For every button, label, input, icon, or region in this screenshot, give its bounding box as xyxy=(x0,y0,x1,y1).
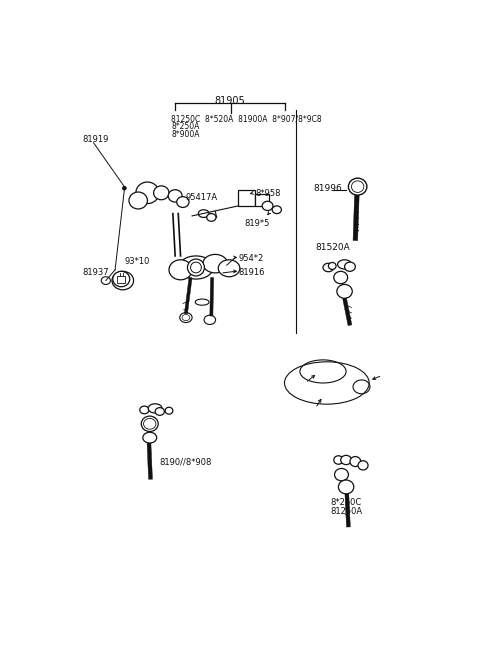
Bar xyxy=(118,276,125,283)
Ellipse shape xyxy=(204,315,216,325)
Ellipse shape xyxy=(272,206,281,214)
Ellipse shape xyxy=(350,457,361,466)
Text: 81919: 81919 xyxy=(83,135,109,144)
Ellipse shape xyxy=(328,263,336,269)
Ellipse shape xyxy=(148,404,162,413)
Ellipse shape xyxy=(155,407,164,415)
Bar xyxy=(238,191,255,206)
Ellipse shape xyxy=(141,416,158,432)
Ellipse shape xyxy=(112,271,133,290)
Polygon shape xyxy=(353,195,359,240)
Ellipse shape xyxy=(177,196,189,208)
Text: 81250C  8*520A  81900A  8*907/8*9C8: 81250C 8*520A 81900A 8*907/8*9C8 xyxy=(171,114,322,124)
Circle shape xyxy=(122,186,126,190)
Polygon shape xyxy=(210,277,214,316)
Polygon shape xyxy=(184,277,192,314)
Ellipse shape xyxy=(337,284,352,298)
Ellipse shape xyxy=(341,455,351,464)
Ellipse shape xyxy=(218,260,240,277)
Text: 8*250A: 8*250A xyxy=(171,122,200,131)
Text: 81937: 81937 xyxy=(83,268,109,277)
Ellipse shape xyxy=(113,271,130,286)
Ellipse shape xyxy=(165,407,173,414)
Ellipse shape xyxy=(179,256,213,279)
Ellipse shape xyxy=(345,262,355,271)
Text: 81916: 81916 xyxy=(238,268,265,277)
Ellipse shape xyxy=(168,190,182,202)
Text: 8190//8*908: 8190//8*908 xyxy=(160,458,212,466)
Ellipse shape xyxy=(129,192,147,209)
Polygon shape xyxy=(345,494,350,527)
Ellipse shape xyxy=(198,210,209,217)
Ellipse shape xyxy=(338,480,354,494)
Text: 8*900A: 8*900A xyxy=(171,129,200,139)
Ellipse shape xyxy=(207,214,216,221)
Text: 954*2: 954*2 xyxy=(238,254,264,263)
Ellipse shape xyxy=(337,260,351,269)
Text: 819*5: 819*5 xyxy=(244,219,270,228)
Text: 81520A: 81520A xyxy=(315,243,350,252)
Ellipse shape xyxy=(335,468,348,481)
Text: 8*250C: 8*250C xyxy=(330,499,361,507)
Ellipse shape xyxy=(262,201,273,210)
Ellipse shape xyxy=(169,260,192,280)
Ellipse shape xyxy=(348,178,367,195)
Ellipse shape xyxy=(195,299,209,306)
Text: 95417A: 95417A xyxy=(186,193,218,202)
Polygon shape xyxy=(147,443,153,480)
Circle shape xyxy=(188,259,204,276)
Text: 81996: 81996 xyxy=(314,184,343,193)
Ellipse shape xyxy=(334,271,348,284)
Ellipse shape xyxy=(323,263,334,272)
Ellipse shape xyxy=(140,406,149,414)
Ellipse shape xyxy=(203,254,228,273)
Ellipse shape xyxy=(101,277,110,284)
Polygon shape xyxy=(343,298,352,326)
Bar xyxy=(255,194,269,206)
Text: 8*958: 8*958 xyxy=(255,189,281,198)
Ellipse shape xyxy=(136,182,159,204)
Ellipse shape xyxy=(180,313,192,323)
Text: 81250A: 81250A xyxy=(330,507,362,516)
Ellipse shape xyxy=(143,432,156,443)
Text: 93*10: 93*10 xyxy=(124,258,150,267)
Ellipse shape xyxy=(358,461,368,470)
Text: 81905: 81905 xyxy=(215,96,245,106)
Ellipse shape xyxy=(154,186,169,200)
Ellipse shape xyxy=(334,456,343,464)
